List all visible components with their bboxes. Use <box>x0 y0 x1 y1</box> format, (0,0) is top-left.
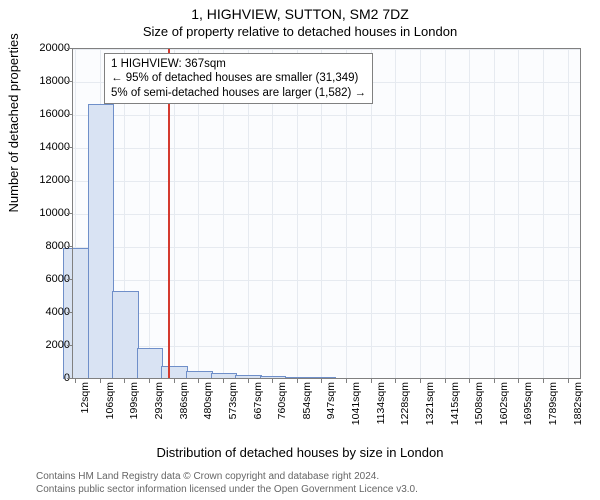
gridline-v <box>395 49 396 379</box>
annotation-box: 1 HIGHVIEW: 367sqm← 95% of detached hous… <box>104 53 373 104</box>
y-tick-mark <box>67 48 72 49</box>
x-tick-mark <box>371 378 372 383</box>
y-tick-mark <box>67 378 72 379</box>
x-tick-label: 1789sqm <box>547 382 559 425</box>
x-tick-label: 1602sqm <box>498 382 510 425</box>
y-tick-label: 0 <box>22 372 70 384</box>
y-tick-label: 12000 <box>22 174 70 186</box>
y-tick-label: 18000 <box>22 75 70 87</box>
annotation-line: ← 95% of detached houses are smaller (31… <box>111 71 366 85</box>
x-tick-label: 293sqm <box>153 382 165 419</box>
y-tick-label: 6000 <box>22 273 70 285</box>
x-tick-label: 1228sqm <box>399 382 411 425</box>
gridline-v <box>469 49 470 379</box>
x-tick-label: 1695sqm <box>522 382 534 425</box>
x-tick-mark <box>223 378 224 383</box>
x-tick-mark <box>174 378 175 383</box>
x-tick-label: 1321sqm <box>424 382 436 425</box>
x-tick-mark <box>568 378 569 383</box>
x-tick-label: 854sqm <box>301 382 313 419</box>
x-tick-mark <box>149 378 150 383</box>
x-tick-mark <box>248 378 249 383</box>
histogram-bar <box>137 348 164 379</box>
y-axis-line <box>72 49 73 379</box>
x-tick-mark <box>395 378 396 383</box>
x-tick-mark <box>272 378 273 383</box>
x-tick-mark <box>494 378 495 383</box>
x-tick-label: 199sqm <box>128 382 140 419</box>
x-tick-label: 760sqm <box>276 382 288 419</box>
y-tick-label: 8000 <box>22 240 70 252</box>
gridline-v <box>543 49 544 379</box>
gridline-v <box>568 49 569 379</box>
x-tick-mark <box>100 378 101 383</box>
x-tick-label: 573sqm <box>227 382 239 419</box>
x-tick-mark <box>469 378 470 383</box>
x-tick-mark <box>346 378 347 383</box>
title-main: 1, HIGHVIEW, SUTTON, SM2 7DZ <box>0 6 600 22</box>
y-tick-mark <box>67 279 72 280</box>
footer-line1: Contains HM Land Registry data © Crown c… <box>36 471 379 482</box>
x-axis-label: Distribution of detached houses by size … <box>0 445 600 460</box>
x-tick-label: 1882sqm <box>572 382 584 425</box>
y-tick-mark <box>67 345 72 346</box>
y-tick-label: 14000 <box>22 141 70 153</box>
y-tick-mark <box>67 147 72 148</box>
y-tick-mark <box>67 81 72 82</box>
x-tick-mark <box>543 378 544 383</box>
footer-line2: Contains public sector information licen… <box>36 484 418 495</box>
x-tick-mark <box>75 378 76 383</box>
footer-attribution: Contains HM Land Registry data © Crown c… <box>0 471 600 496</box>
y-tick-mark <box>67 312 72 313</box>
chart-container: 1, HIGHVIEW, SUTTON, SM2 7DZ Size of pro… <box>0 0 600 500</box>
title-sub: Size of property relative to detached ho… <box>0 24 600 39</box>
x-tick-label: 386sqm <box>178 382 190 419</box>
annotation-line: 5% of semi-detached houses are larger (1… <box>111 86 366 100</box>
y-tick-label: 10000 <box>22 207 70 219</box>
x-tick-mark <box>198 378 199 383</box>
x-tick-mark <box>420 378 421 383</box>
x-tick-label: 480sqm <box>202 382 214 419</box>
gridline-v <box>494 49 495 379</box>
x-tick-label: 667sqm <box>252 382 264 419</box>
x-tick-label: 1134sqm <box>375 382 387 424</box>
histogram-bar <box>112 291 139 379</box>
x-tick-mark <box>124 378 125 383</box>
y-tick-mark <box>67 213 72 214</box>
x-tick-mark <box>297 378 298 383</box>
x-tick-label: 1508sqm <box>473 382 485 425</box>
x-tick-mark <box>321 378 322 383</box>
y-tick-mark <box>67 246 72 247</box>
x-tick-label: 106sqm <box>104 382 116 419</box>
y-tick-mark <box>67 180 72 181</box>
histogram-bar <box>88 104 115 379</box>
x-tick-label: 947sqm <box>325 382 337 419</box>
y-tick-label: 4000 <box>22 306 70 318</box>
x-tick-label: 1041sqm <box>350 382 362 425</box>
y-tick-label: 20000 <box>22 42 70 54</box>
x-tick-label: 12sqm <box>79 382 91 414</box>
y-tick-mark <box>67 114 72 115</box>
y-axis-label: Number of detached properties <box>6 33 21 212</box>
gridline-v <box>518 49 519 379</box>
x-tick-label: 1415sqm <box>449 382 461 425</box>
y-tick-label: 16000 <box>22 108 70 120</box>
x-tick-mark <box>445 378 446 383</box>
gridline-v <box>445 49 446 379</box>
gridline-v <box>420 49 421 379</box>
y-tick-label: 2000 <box>22 339 70 351</box>
x-tick-mark <box>518 378 519 383</box>
annotation-line: 1 HIGHVIEW: 367sqm <box>111 57 366 71</box>
